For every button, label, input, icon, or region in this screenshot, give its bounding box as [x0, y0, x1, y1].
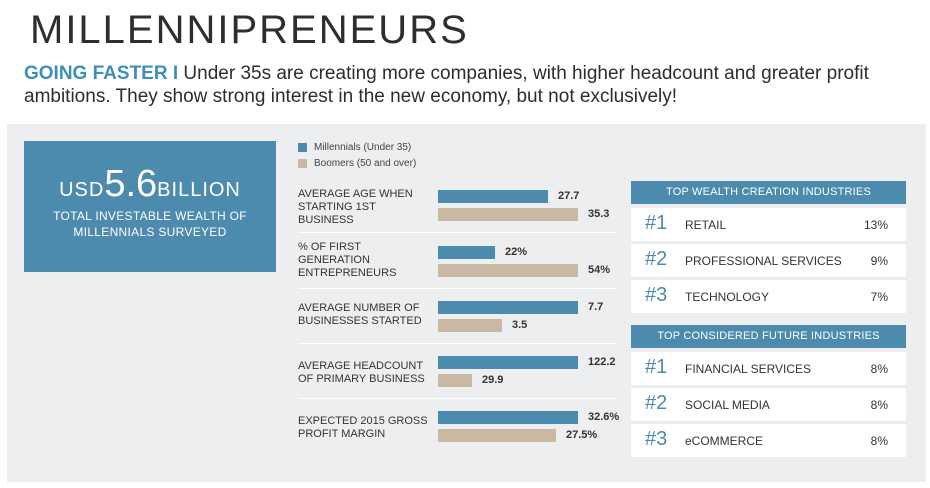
- industry-rank: #1: [645, 212, 668, 234]
- legend-item-millennials: Millennials (Under 35): [298, 139, 416, 155]
- metric-label-expected-2015-gross-profit-margin: EXPECTED 2015 GROSS PROFIT MARGIN: [298, 415, 428, 440]
- bar-millennials-3: [438, 301, 578, 314]
- bar-millennials-5: [438, 411, 578, 424]
- subtitle-text: Under 35s are creating more companies, w…: [24, 63, 869, 107]
- industries-header-top-wealth: TOP WEALTH CREATION INDUSTRIES: [631, 181, 906, 204]
- industry-rank: #3: [645, 284, 668, 306]
- metric-label-of-first-generation-entrepreneurs: % OF FIRST GENERATION ENTREPRENEURS: [298, 241, 397, 279]
- industry-rank: #1: [645, 356, 668, 378]
- bar-boomers-2: [438, 264, 578, 277]
- bar-boomers-1: [438, 208, 578, 221]
- bar-boomers-3: [438, 319, 502, 332]
- wealth-box: USD5.6BILLION TOTAL INVESTABLE WEALTH OF…: [24, 141, 276, 272]
- wealth-caption: TOTAL INVESTABLE WEALTH OF MILLENNIALS S…: [53, 209, 247, 239]
- data-label-boomers-3: 3.5: [512, 319, 528, 331]
- metric-label-average-headcount-of-primary-business: AVERAGE HEADCOUNT OF PRIMARY BUSINESS: [298, 360, 425, 385]
- metric-label-average-number-of-businesses-started: AVERAGE NUMBER OF BUSINESSES STARTED: [298, 302, 422, 327]
- subtitle-separator: I: [172, 63, 179, 84]
- metric-divider: [298, 288, 616, 289]
- metric-divider: [298, 232, 616, 233]
- data-label-millennials-3: 7.7: [588, 301, 604, 313]
- industry-row: #2 PROFESSIONAL SERVICES 9%: [631, 244, 906, 277]
- legend-label-millennials: Millennials (Under 35): [314, 141, 412, 153]
- bar-boomers-4: [438, 374, 472, 387]
- wealth-currency: USD: [59, 179, 105, 201]
- data-label-boomers-4: 29.9: [482, 374, 504, 386]
- industry-rank: #2: [645, 248, 668, 270]
- industry-name: eCOMMERCE: [685, 434, 764, 448]
- industry-row: #2 SOCIAL MEDIA 8%: [631, 388, 906, 421]
- bar-millennials-1: [438, 190, 548, 203]
- industry-rank: #2: [645, 392, 668, 414]
- chart-legend: Millennials (Under 35) Boomers (50 and o…: [298, 139, 416, 171]
- legend-swatch-boomers: [298, 158, 307, 168]
- metric-divider: [298, 398, 616, 399]
- data-label-millennials-2: 22%: [505, 246, 528, 258]
- industry-percent: 13%: [863, 218, 888, 232]
- industry-row: #1 RETAIL 13%: [631, 208, 906, 241]
- industry-percent: 8%: [870, 434, 888, 448]
- industry-row: #3 TECHNOLOGY 7%: [631, 280, 906, 313]
- page-title: MILLENNIPRENEURS: [30, 8, 469, 52]
- legend-label-boomers: Boomers (50 and over): [314, 157, 417, 169]
- industry-percent: 9%: [870, 254, 888, 268]
- bar-millennials-4: [438, 356, 578, 369]
- data-label-millennials-5: 32.6%: [588, 411, 620, 423]
- data-label-millennials-4: 122.2: [588, 356, 616, 368]
- industries-header-future: TOP CONSIDERED FUTURE INDUSTRIES: [631, 325, 906, 348]
- industry-name: RETAIL: [685, 218, 727, 232]
- data-label-boomers-1: 35.3: [588, 208, 610, 220]
- metric-divider: [298, 343, 616, 344]
- industry-name: SOCIAL MEDIA: [685, 398, 770, 412]
- industry-rank: #3: [645, 428, 668, 450]
- industry-name: TECHNOLOGY: [685, 290, 770, 304]
- industry-row: #3 eCOMMERCE 8%: [631, 424, 906, 457]
- bar-millennials-2: [438, 246, 495, 259]
- wealth-amount: 5.6: [104, 163, 158, 205]
- wealth-figure: USD5.6BILLION: [24, 163, 276, 206]
- industry-row: #1 FINANCIAL SERVICES 8%: [631, 352, 906, 385]
- bar-chart: AVERAGE AGE WHEN STARTING 1ST BUSINESS 27…: [298, 180, 620, 450]
- legend-swatch-millennials: [298, 142, 307, 152]
- subtitle: GOING FASTER I Under 35s are creating mo…: [24, 62, 904, 108]
- legend-item-boomers: Boomers (50 and over): [298, 155, 416, 171]
- industry-percent: 8%: [870, 362, 888, 376]
- data-label-millennials-1: 27.7: [558, 190, 580, 202]
- metric-label-average-age-when-starting-1st-business: AVERAGE AGE WHEN STARTING 1ST BUSINESS: [298, 188, 413, 226]
- data-label-boomers-2: 54%: [588, 264, 611, 276]
- industry-percent: 7%: [870, 290, 888, 304]
- subtitle-lead: GOING FASTER: [24, 63, 168, 84]
- data-label-boomers-5: 27.5%: [566, 429, 598, 441]
- wealth-unit: BILLION: [157, 179, 241, 201]
- industry-percent: 8%: [870, 398, 888, 412]
- bar-boomers-5: [438, 429, 556, 442]
- industry-name: FINANCIAL SERVICES: [685, 362, 812, 376]
- industry-name: PROFESSIONAL SERVICES: [685, 254, 842, 268]
